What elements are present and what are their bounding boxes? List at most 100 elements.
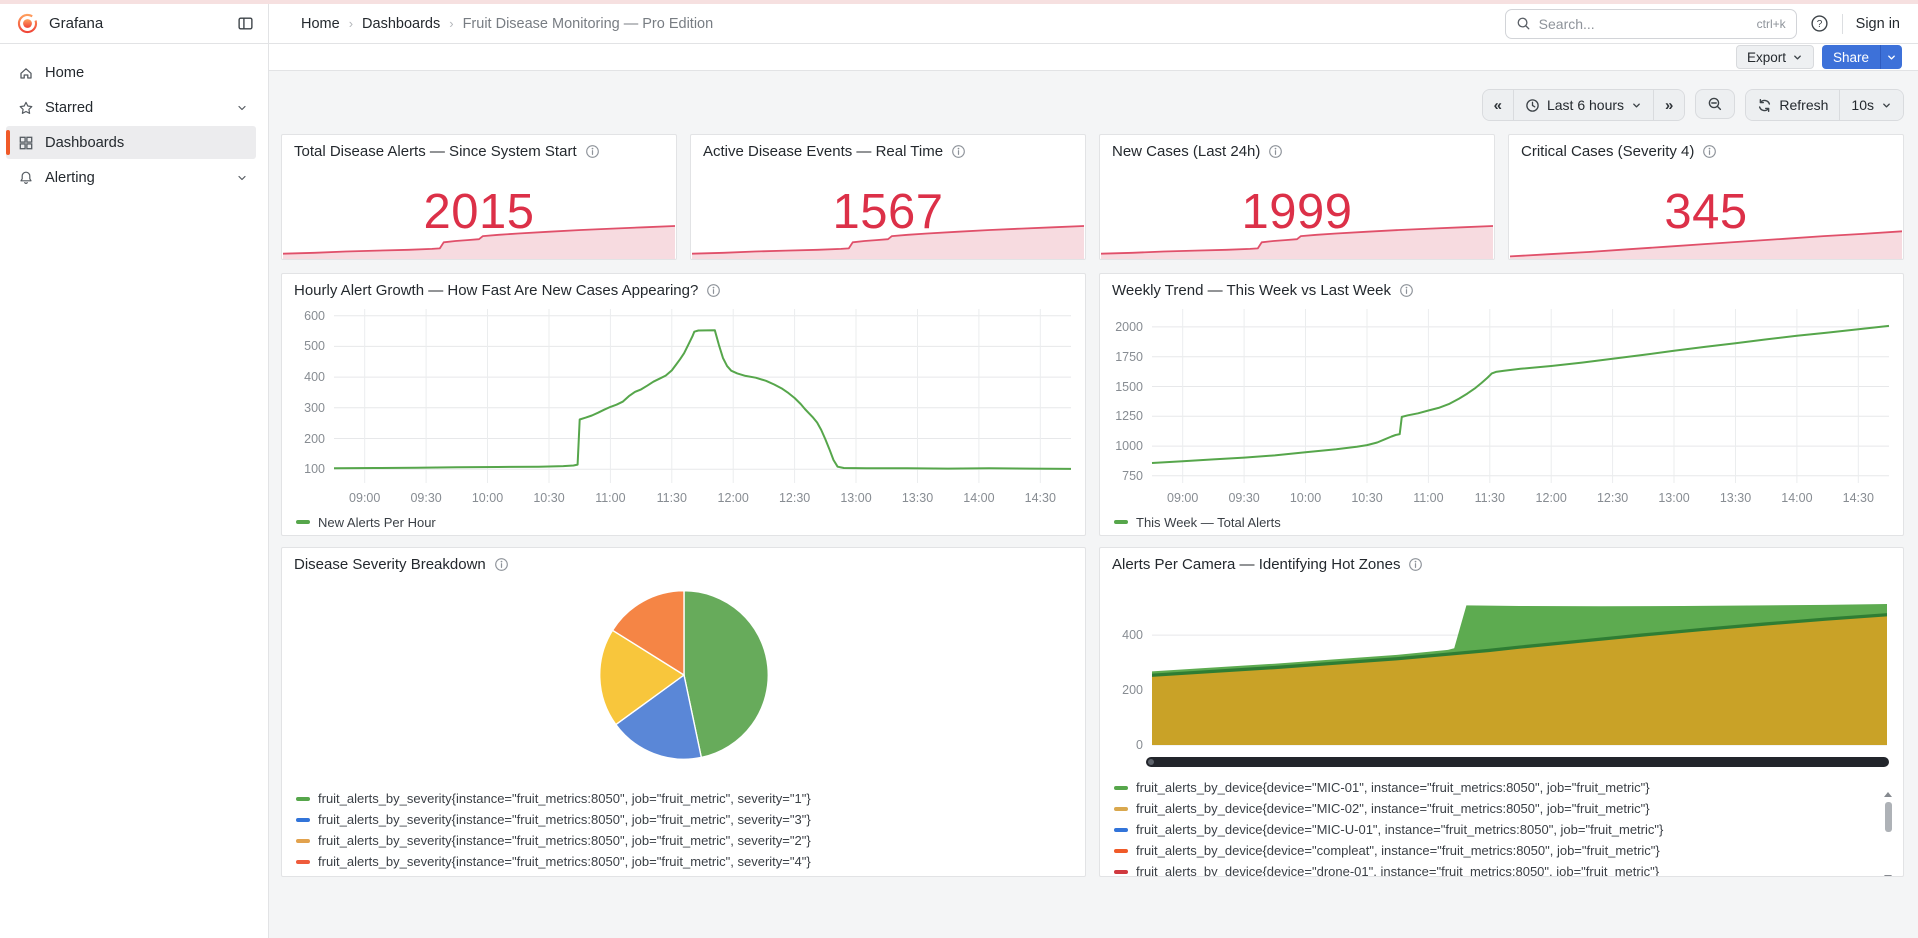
- legend-marker: [1114, 520, 1128, 524]
- y-axis-label: 1000: [1115, 439, 1143, 454]
- legend-scrollbar[interactable]: [1883, 792, 1893, 876]
- pie-slice[interactable]: [611, 590, 685, 676]
- info-icon[interactable]: [706, 283, 721, 298]
- panel-header[interactable]: Alerts Per Camera — Identifying Hot Zone…: [1100, 548, 1903, 573]
- panel-disease-severity-breakdown: Disease Severity Breakdown fruit_alerts_…: [281, 547, 1086, 877]
- x-axis-label: 13:00: [840, 491, 872, 505]
- x-axis-label: 12:00: [717, 491, 749, 505]
- legend-item[interactable]: fruit_alerts_by_device{device="MIC-02", …: [1114, 801, 1879, 816]
- breadcrumb: Home › Dashboards › Fruit Disease Monito…: [301, 16, 713, 32]
- panel-critical-cases: Critical Cases (Severity 4) 345: [1508, 134, 1904, 260]
- sign-in-button[interactable]: Sign in: [1855, 15, 1900, 32]
- export-button[interactable]: Export: [1735, 45, 1814, 69]
- hourly-chart[interactable]: 100 200 300 400 500 600 09:00 09:30 10:00 10:30 11…: [288, 301, 1077, 509]
- legend-item[interactable]: fruit_alerts_by_severity{instance="fruit…: [296, 812, 1085, 827]
- zoom-out-button[interactable]: [1695, 89, 1736, 119]
- panel-title: Critical Cases (Severity 4): [1521, 143, 1695, 160]
- severity-pie-chart[interactable]: [282, 589, 1085, 764]
- scroll-down-icon[interactable]: [1884, 875, 1892, 876]
- legend-item[interactable]: fruit_alerts_by_device{device="MIC-01", …: [1114, 781, 1879, 795]
- refresh-interval-dropdown[interactable]: 10s: [1839, 90, 1903, 120]
- legend-item[interactable]: fruit_alerts_by_device{device="compleat"…: [1114, 843, 1879, 858]
- stat-value: 1999: [1241, 185, 1353, 239]
- info-icon[interactable]: [1399, 283, 1414, 298]
- legend-item[interactable]: fruit_alerts_by_severity{instance="fruit…: [296, 791, 1085, 806]
- y-axis-label: 1750: [1115, 349, 1143, 364]
- panel-total-disease-alerts: Total Disease Alerts — Since System Star…: [281, 134, 677, 260]
- panel-title: Total Disease Alerts — Since System Star…: [294, 143, 577, 160]
- y-axis-label: 2000: [1115, 319, 1143, 334]
- panel-title: Active Disease Events — Real Time: [703, 143, 944, 160]
- stat-sparkline: [1509, 215, 1903, 259]
- time-range-picker-button[interactable]: Last 6 hours: [1512, 90, 1654, 120]
- x-axis-scrollbar[interactable]: [1146, 757, 1889, 768]
- panel-header[interactable]: Critical Cases (Severity 4): [1509, 135, 1903, 160]
- panel-header[interactable]: Weekly Trend — This Week vs Last Week: [1100, 274, 1903, 299]
- info-icon[interactable]: [1702, 144, 1717, 159]
- pie-slice[interactable]: [682, 590, 769, 759]
- x-axis-label: 09:30: [410, 491, 442, 505]
- x-axis-label: 12:00: [1535, 491, 1567, 505]
- share-split-button: Share: [1821, 45, 1902, 69]
- y-axis-label: 1250: [1115, 409, 1143, 424]
- breadcrumb-home[interactable]: Home: [301, 15, 340, 32]
- time-controls: « Last 6 hours »: [281, 89, 1904, 121]
- panel-header[interactable]: Total Disease Alerts — Since System Star…: [282, 135, 676, 160]
- info-icon[interactable]: [951, 144, 966, 159]
- time-range-forward-button[interactable]: »: [1653, 90, 1685, 120]
- breadcrumb-dashboards[interactable]: Dashboards: [362, 15, 441, 32]
- legend-item[interactable]: fruit_alerts_by_severity{instance="fruit…: [296, 833, 1085, 848]
- info-icon[interactable]: [1408, 557, 1423, 572]
- main-area: Export Share «: [269, 44, 1918, 938]
- refresh-button[interactable]: Refresh: [1746, 90, 1840, 120]
- info-icon[interactable]: [585, 144, 600, 159]
- sidebar-item-alerting[interactable]: Alerting: [6, 161, 256, 194]
- sidebar-item-home[interactable]: Home: [6, 56, 256, 89]
- stat-sparkline: [282, 215, 676, 259]
- share-dropdown-button[interactable]: [1880, 45, 1902, 69]
- sidebar-toggle-button[interactable]: [237, 15, 254, 32]
- stat-value: 2015: [423, 185, 535, 239]
- legend-item[interactable]: fruit_alerts_by_device{device="MIC-U-01"…: [1114, 822, 1879, 838]
- legend-label: New Alerts Per Hour: [318, 514, 436, 530]
- panel-header[interactable]: New Cases (Last 24h): [1100, 135, 1494, 160]
- legend-item[interactable]: fruit_alerts_by_device{device="drone-01"…: [1114, 864, 1879, 876]
- sidebar-item-starred[interactable]: Starred: [6, 91, 256, 124]
- panel-header[interactable]: Hourly Alert Growth — How Fast Are New C…: [282, 274, 1085, 299]
- legend-item[interactable]: New Alerts Per Hour: [296, 515, 436, 530]
- scrollbar-thumb[interactable]: [1884, 802, 1892, 832]
- x-axis-label: 12:30: [778, 491, 811, 505]
- legend-marker: [296, 796, 310, 801]
- star-icon: [18, 100, 34, 116]
- y-axis-label: 400: [304, 370, 325, 385]
- refresh-group: Refresh 10s: [1745, 89, 1904, 121]
- scroll-up-icon[interactable]: [1884, 792, 1892, 797]
- search-input[interactable]: Search... ctrl+k: [1504, 8, 1797, 39]
- share-button[interactable]: Share: [1821, 45, 1880, 69]
- charts-row: Hourly Alert Growth — How Fast Are New C…: [281, 273, 1904, 536]
- info-icon[interactable]: [1268, 144, 1283, 159]
- time-range-back-button[interactable]: «: [1482, 90, 1513, 120]
- info-icon[interactable]: [494, 557, 509, 572]
- legend-item[interactable]: This Week — Total Alerts: [1114, 515, 1281, 530]
- time-range-group: « Last 6 hours »: [1481, 89, 1686, 121]
- header-actions: Search... ctrl+k ? Sign in: [1504, 8, 1918, 39]
- help-button[interactable]: ?: [1810, 14, 1829, 33]
- chevron-down-icon[interactable]: [236, 172, 248, 184]
- chevron-down-icon[interactable]: [236, 102, 248, 114]
- sidebar-item-dashboards[interactable]: Dashboards: [6, 126, 256, 159]
- cameras-chart[interactable]: 0 200 400: [1106, 579, 1895, 752]
- bell-icon: [18, 170, 34, 186]
- app-header: Grafana Home › Dashboards › Fruit Diseas…: [0, 4, 1918, 44]
- panel-title: Hourly Alert Growth — How Fast Are New C…: [294, 282, 699, 299]
- weekly-chart[interactable]: 750 1000 1250 1500 1750 2000 09:00 09:30 10:00 10…: [1106, 301, 1895, 509]
- panel-header[interactable]: Disease Severity Breakdown: [282, 548, 1085, 573]
- pie-slice[interactable]: [614, 674, 702, 760]
- panel-active-disease-events: Active Disease Events — Real Time 1567: [690, 134, 1086, 260]
- legend-label: fruit_alerts_by_device{device="MIC-U-01"…: [1136, 822, 1664, 838]
- legend-item[interactable]: fruit_alerts_by_severity{instance="fruit…: [296, 854, 1085, 869]
- grafana-logo[interactable]: [16, 12, 39, 35]
- chevron-down-icon: [1792, 52, 1803, 63]
- pie-slice[interactable]: [598, 629, 685, 726]
- panel-header[interactable]: Active Disease Events — Real Time: [691, 135, 1085, 160]
